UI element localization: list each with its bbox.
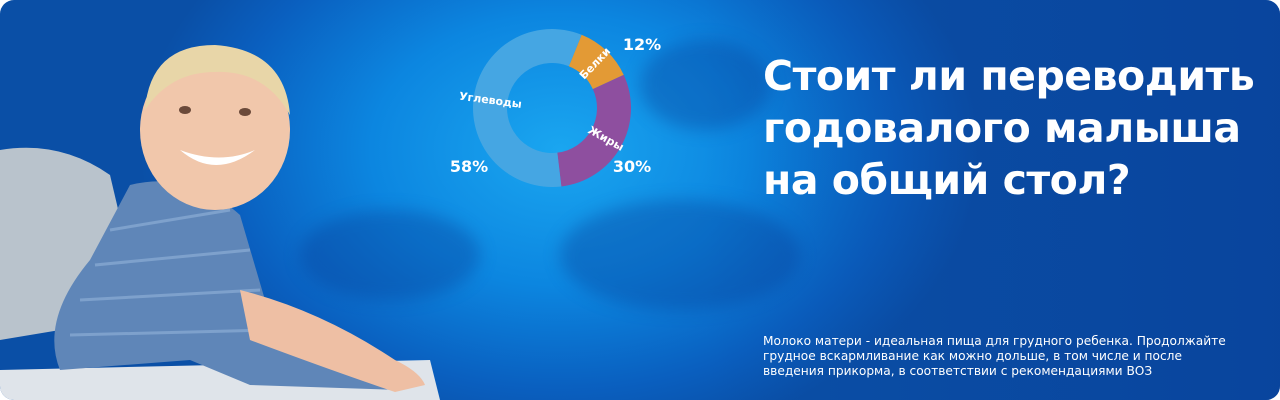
baby-eye bbox=[239, 108, 251, 116]
background-texture bbox=[560, 200, 800, 310]
headline-line: годовалого малыша bbox=[763, 104, 1241, 152]
baby-hair bbox=[145, 45, 290, 115]
background-texture bbox=[300, 210, 480, 300]
disclaimer-line: грудное вскармливание как можно дольше, … bbox=[763, 349, 1182, 363]
headline-line: на общий стол? bbox=[763, 156, 1131, 204]
baby-photo bbox=[0, 45, 440, 400]
headline-line: Стоит ли переводить bbox=[763, 52, 1255, 100]
donut-segment-1 bbox=[557, 74, 631, 187]
disclaimer-line: введения прикорма, в соответствии с реко… bbox=[763, 364, 1153, 378]
baby-eye bbox=[179, 106, 191, 114]
donut-segment-0 bbox=[568, 34, 624, 90]
baby-head bbox=[140, 50, 290, 210]
value-label: 30% bbox=[613, 157, 651, 176]
baby-smile bbox=[180, 150, 255, 165]
background-texture bbox=[640, 40, 770, 130]
baby-hand bbox=[240, 290, 425, 392]
value-label: 12% bbox=[623, 35, 661, 54]
donut-segment-2 bbox=[473, 28, 582, 187]
who-disclaimer: Молоко матери - идеальная пища для грудн… bbox=[763, 334, 1253, 379]
headline: Стоит ли переводить годовалого малыша на… bbox=[763, 50, 1263, 206]
value-label: 58% bbox=[450, 157, 488, 176]
shirt-stripes bbox=[69, 208, 271, 337]
disclaimer-line: Молоко матери - идеальная пища для грудн… bbox=[763, 334, 1226, 348]
